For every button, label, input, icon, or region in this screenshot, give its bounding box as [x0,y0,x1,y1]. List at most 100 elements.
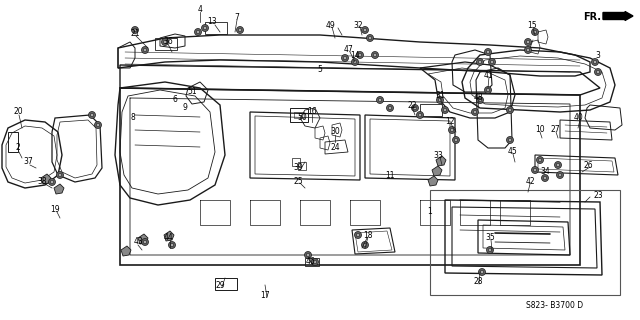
Circle shape [378,98,381,102]
Text: 28: 28 [473,277,483,286]
Circle shape [196,30,200,34]
Text: 2: 2 [15,143,20,153]
Circle shape [305,252,312,259]
Text: 8: 8 [131,114,136,123]
Circle shape [508,138,512,142]
Circle shape [484,49,492,55]
Circle shape [133,28,137,32]
Text: 14: 14 [350,51,360,60]
Text: 16: 16 [307,108,317,116]
Text: 25: 25 [293,178,303,187]
Circle shape [556,163,560,167]
Text: 24: 24 [330,143,340,153]
Text: 48: 48 [473,93,483,102]
Circle shape [376,97,383,103]
Text: 44: 44 [163,234,173,243]
Text: 3: 3 [596,51,600,60]
Text: 45: 45 [507,148,517,156]
FancyArrow shape [603,12,633,20]
Text: 20: 20 [13,108,23,116]
Text: FR.: FR. [583,12,601,22]
Circle shape [312,259,319,266]
Text: 4: 4 [198,5,202,14]
Circle shape [49,179,56,186]
Text: 37: 37 [23,157,33,166]
Circle shape [543,176,547,180]
Circle shape [538,158,541,162]
Circle shape [444,108,447,112]
Circle shape [442,107,449,114]
Circle shape [526,40,530,44]
Circle shape [452,137,460,143]
Polygon shape [432,166,442,176]
Polygon shape [121,246,131,256]
Circle shape [506,107,513,114]
Text: 39: 39 [293,164,303,172]
Text: 27: 27 [550,125,560,134]
Circle shape [536,156,543,164]
Text: 18: 18 [364,230,372,239]
Circle shape [364,243,367,247]
Text: 47: 47 [343,45,353,54]
Circle shape [204,26,207,30]
Circle shape [454,138,458,142]
Circle shape [477,97,483,103]
Circle shape [477,59,483,66]
Circle shape [488,59,495,66]
Circle shape [541,174,548,181]
Text: 19: 19 [50,205,60,214]
Circle shape [558,173,562,177]
Text: 40: 40 [573,114,583,123]
Circle shape [478,98,482,102]
Circle shape [307,253,310,257]
Circle shape [417,111,424,118]
Circle shape [237,27,243,34]
Circle shape [591,59,598,66]
Circle shape [413,106,417,110]
Text: 49: 49 [325,20,335,29]
Circle shape [202,25,209,31]
Text: 50: 50 [297,114,307,123]
Text: 41: 41 [483,70,493,79]
Circle shape [161,38,168,45]
Circle shape [449,126,456,133]
Bar [155,38,177,50]
Circle shape [362,27,369,34]
Text: 15: 15 [527,20,537,29]
Text: 46: 46 [305,258,315,267]
Text: 34: 34 [540,167,550,177]
Circle shape [506,137,513,143]
Circle shape [238,28,242,32]
Text: 1: 1 [428,207,433,217]
Circle shape [388,106,392,110]
Circle shape [508,108,512,112]
Polygon shape [428,176,438,186]
Circle shape [490,60,493,64]
Text: 42: 42 [525,178,535,187]
Text: 13: 13 [207,18,217,27]
Circle shape [168,242,175,249]
Circle shape [143,48,147,52]
Text: 51: 51 [187,87,197,97]
Text: 26: 26 [583,161,593,170]
Circle shape [371,52,378,59]
Bar [305,258,319,266]
Circle shape [56,172,63,179]
Circle shape [486,88,490,92]
Text: 7: 7 [235,13,239,22]
Circle shape [355,231,362,238]
Circle shape [96,123,100,127]
Text: 36: 36 [163,37,173,46]
Bar [8,132,18,152]
Circle shape [472,108,479,116]
Circle shape [313,260,317,264]
Text: 21: 21 [131,28,140,37]
Circle shape [596,70,600,74]
Circle shape [195,28,202,36]
Circle shape [486,246,493,253]
Text: 43: 43 [133,237,143,246]
Circle shape [58,173,61,177]
Circle shape [531,28,538,36]
Circle shape [525,38,531,45]
Circle shape [533,30,537,34]
